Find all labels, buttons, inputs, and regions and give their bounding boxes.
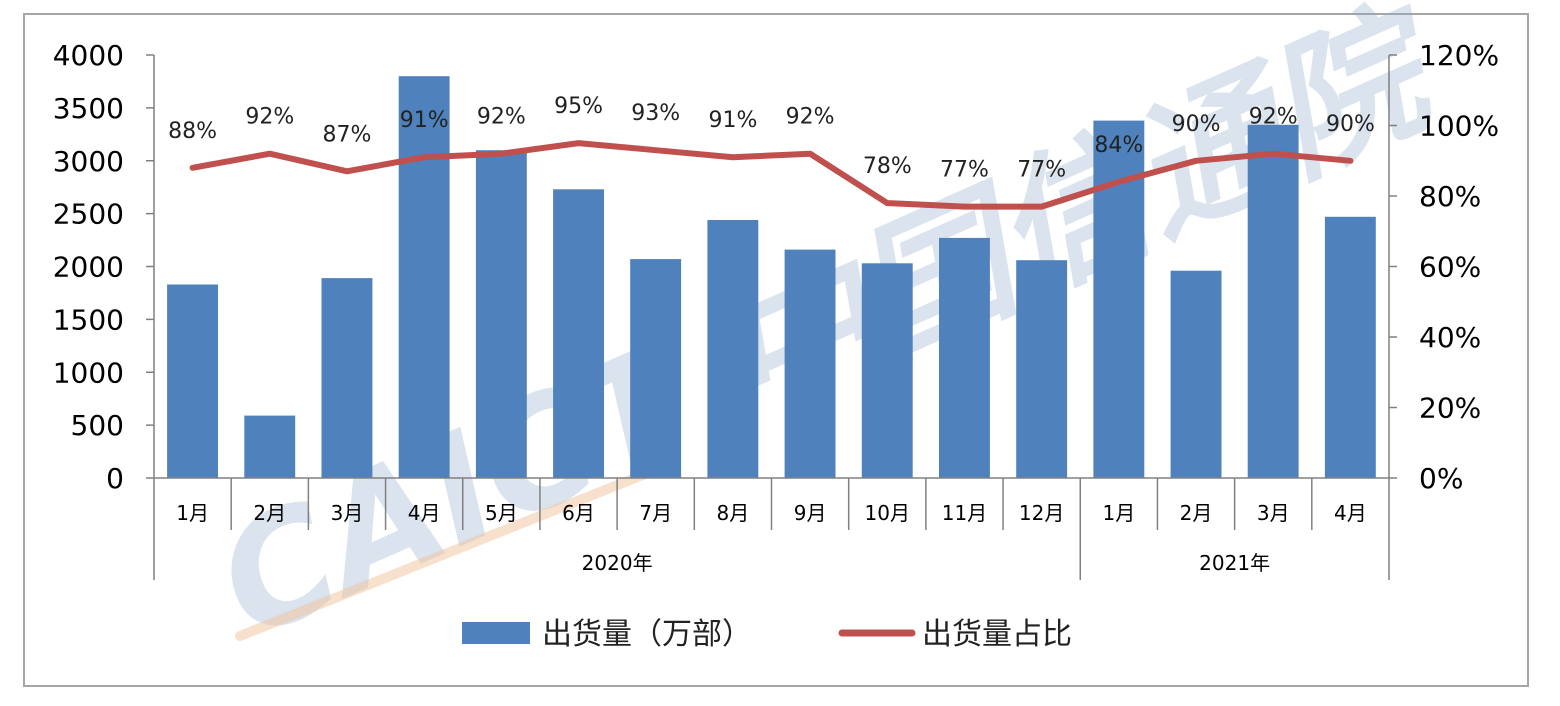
- bar: [1016, 260, 1068, 478]
- y-right-tick-label: 80%: [1419, 180, 1481, 213]
- y-right-tick-label: 120%: [1419, 39, 1499, 72]
- data-label: 93%: [631, 101, 680, 126]
- y-left-tick-label: 0: [106, 462, 124, 495]
- legend-label-line: 出货量占比: [922, 617, 1072, 652]
- x-tick-label: 8月: [717, 501, 750, 525]
- y-left-tick-label: 2000: [53, 251, 124, 284]
- bar: [939, 237, 990, 478]
- legend-swatch-bar: [462, 622, 530, 644]
- data-label: 77%: [1017, 158, 1066, 183]
- data-label: 84%: [1094, 133, 1143, 158]
- bar: [1170, 270, 1222, 478]
- bar: [244, 415, 296, 478]
- x-tick-label: 2月: [253, 501, 286, 525]
- y-left-tick-label: 2500: [53, 198, 124, 231]
- y-left-tick-label: 1500: [53, 303, 124, 336]
- x-group-label: 2020年: [582, 551, 653, 575]
- y-right-tick-label: 0%: [1419, 462, 1463, 495]
- data-label: 90%: [1172, 112, 1221, 137]
- x-tick-label: 9月: [794, 501, 827, 525]
- bar: [707, 220, 759, 478]
- y-right-tick-label: 100%: [1419, 110, 1499, 143]
- data-label: 77%: [940, 158, 989, 183]
- x-tick-label: 10月: [865, 501, 910, 525]
- x-tick-label: 11月: [942, 501, 987, 525]
- x-tick-label: 4月: [1334, 501, 1367, 525]
- bar: [861, 263, 913, 478]
- data-labels: 88% 92% 87% 91% 92% 95% 93% 91% 92% 78% 77% 77% 84% 9…: [168, 94, 1375, 183]
- y-left-tick-label: 1000: [53, 356, 124, 389]
- data-label: 91%: [400, 108, 449, 133]
- bar: [630, 259, 682, 478]
- x-tick-label: 4月: [408, 501, 441, 525]
- data-label: 87%: [323, 122, 372, 147]
- axes: 0 500 1000 1500 2000 2500 3000 3500 4000 0% 20% 40%…: [53, 39, 1499, 580]
- line-path: [189, 140, 1354, 210]
- bar-series: [167, 76, 1376, 479]
- x-group-label: 2021年: [1199, 551, 1270, 575]
- x-tick-label: 1月: [176, 501, 209, 525]
- x-tick-label: 7月: [639, 501, 672, 525]
- y-left-tick-label: 3000: [53, 145, 124, 178]
- y-left-tick-label: 3500: [53, 92, 124, 125]
- x-tick-label: 6月: [562, 501, 595, 525]
- x-tick-label: 1月: [1102, 501, 1135, 525]
- bar: [784, 249, 836, 478]
- bar: [398, 76, 450, 478]
- x-tick-label: 2月: [1180, 501, 1213, 525]
- data-label: 92%: [477, 105, 526, 130]
- bar: [475, 150, 527, 478]
- data-label: 78%: [863, 154, 912, 179]
- watermark-streak: [235, 463, 665, 641]
- data-label: 92%: [245, 105, 294, 130]
- data-label: 95%: [554, 94, 603, 119]
- x-tick-label: 12月: [1019, 501, 1064, 525]
- data-label: 92%: [786, 105, 835, 130]
- x-tick-label: 5月: [485, 501, 518, 525]
- y-right-tick-label: 40%: [1419, 321, 1481, 354]
- line-series: [189, 140, 1354, 210]
- bar: [1247, 124, 1299, 479]
- y-left-tick-label: 500: [71, 409, 124, 442]
- data-label: 92%: [1249, 105, 1298, 130]
- x-tick-label: 3月: [1257, 501, 1290, 525]
- bar: [1324, 216, 1376, 479]
- legend-label-bar: 出货量（万部）: [542, 617, 752, 652]
- y-left-tick-label: 4000: [53, 39, 124, 72]
- data-label: 88%: [168, 119, 217, 144]
- bar: [553, 189, 604, 479]
- bar: [167, 284, 218, 478]
- data-label: 90%: [1326, 112, 1375, 137]
- x-tick-label: 3月: [331, 501, 364, 525]
- bar: [321, 278, 373, 478]
- y-right-tick-label: 60%: [1419, 251, 1481, 284]
- legend: 出货量（万部） 出货量占比: [462, 617, 1072, 652]
- data-label: 91%: [708, 108, 757, 133]
- y-right-tick-label: 20%: [1419, 392, 1481, 425]
